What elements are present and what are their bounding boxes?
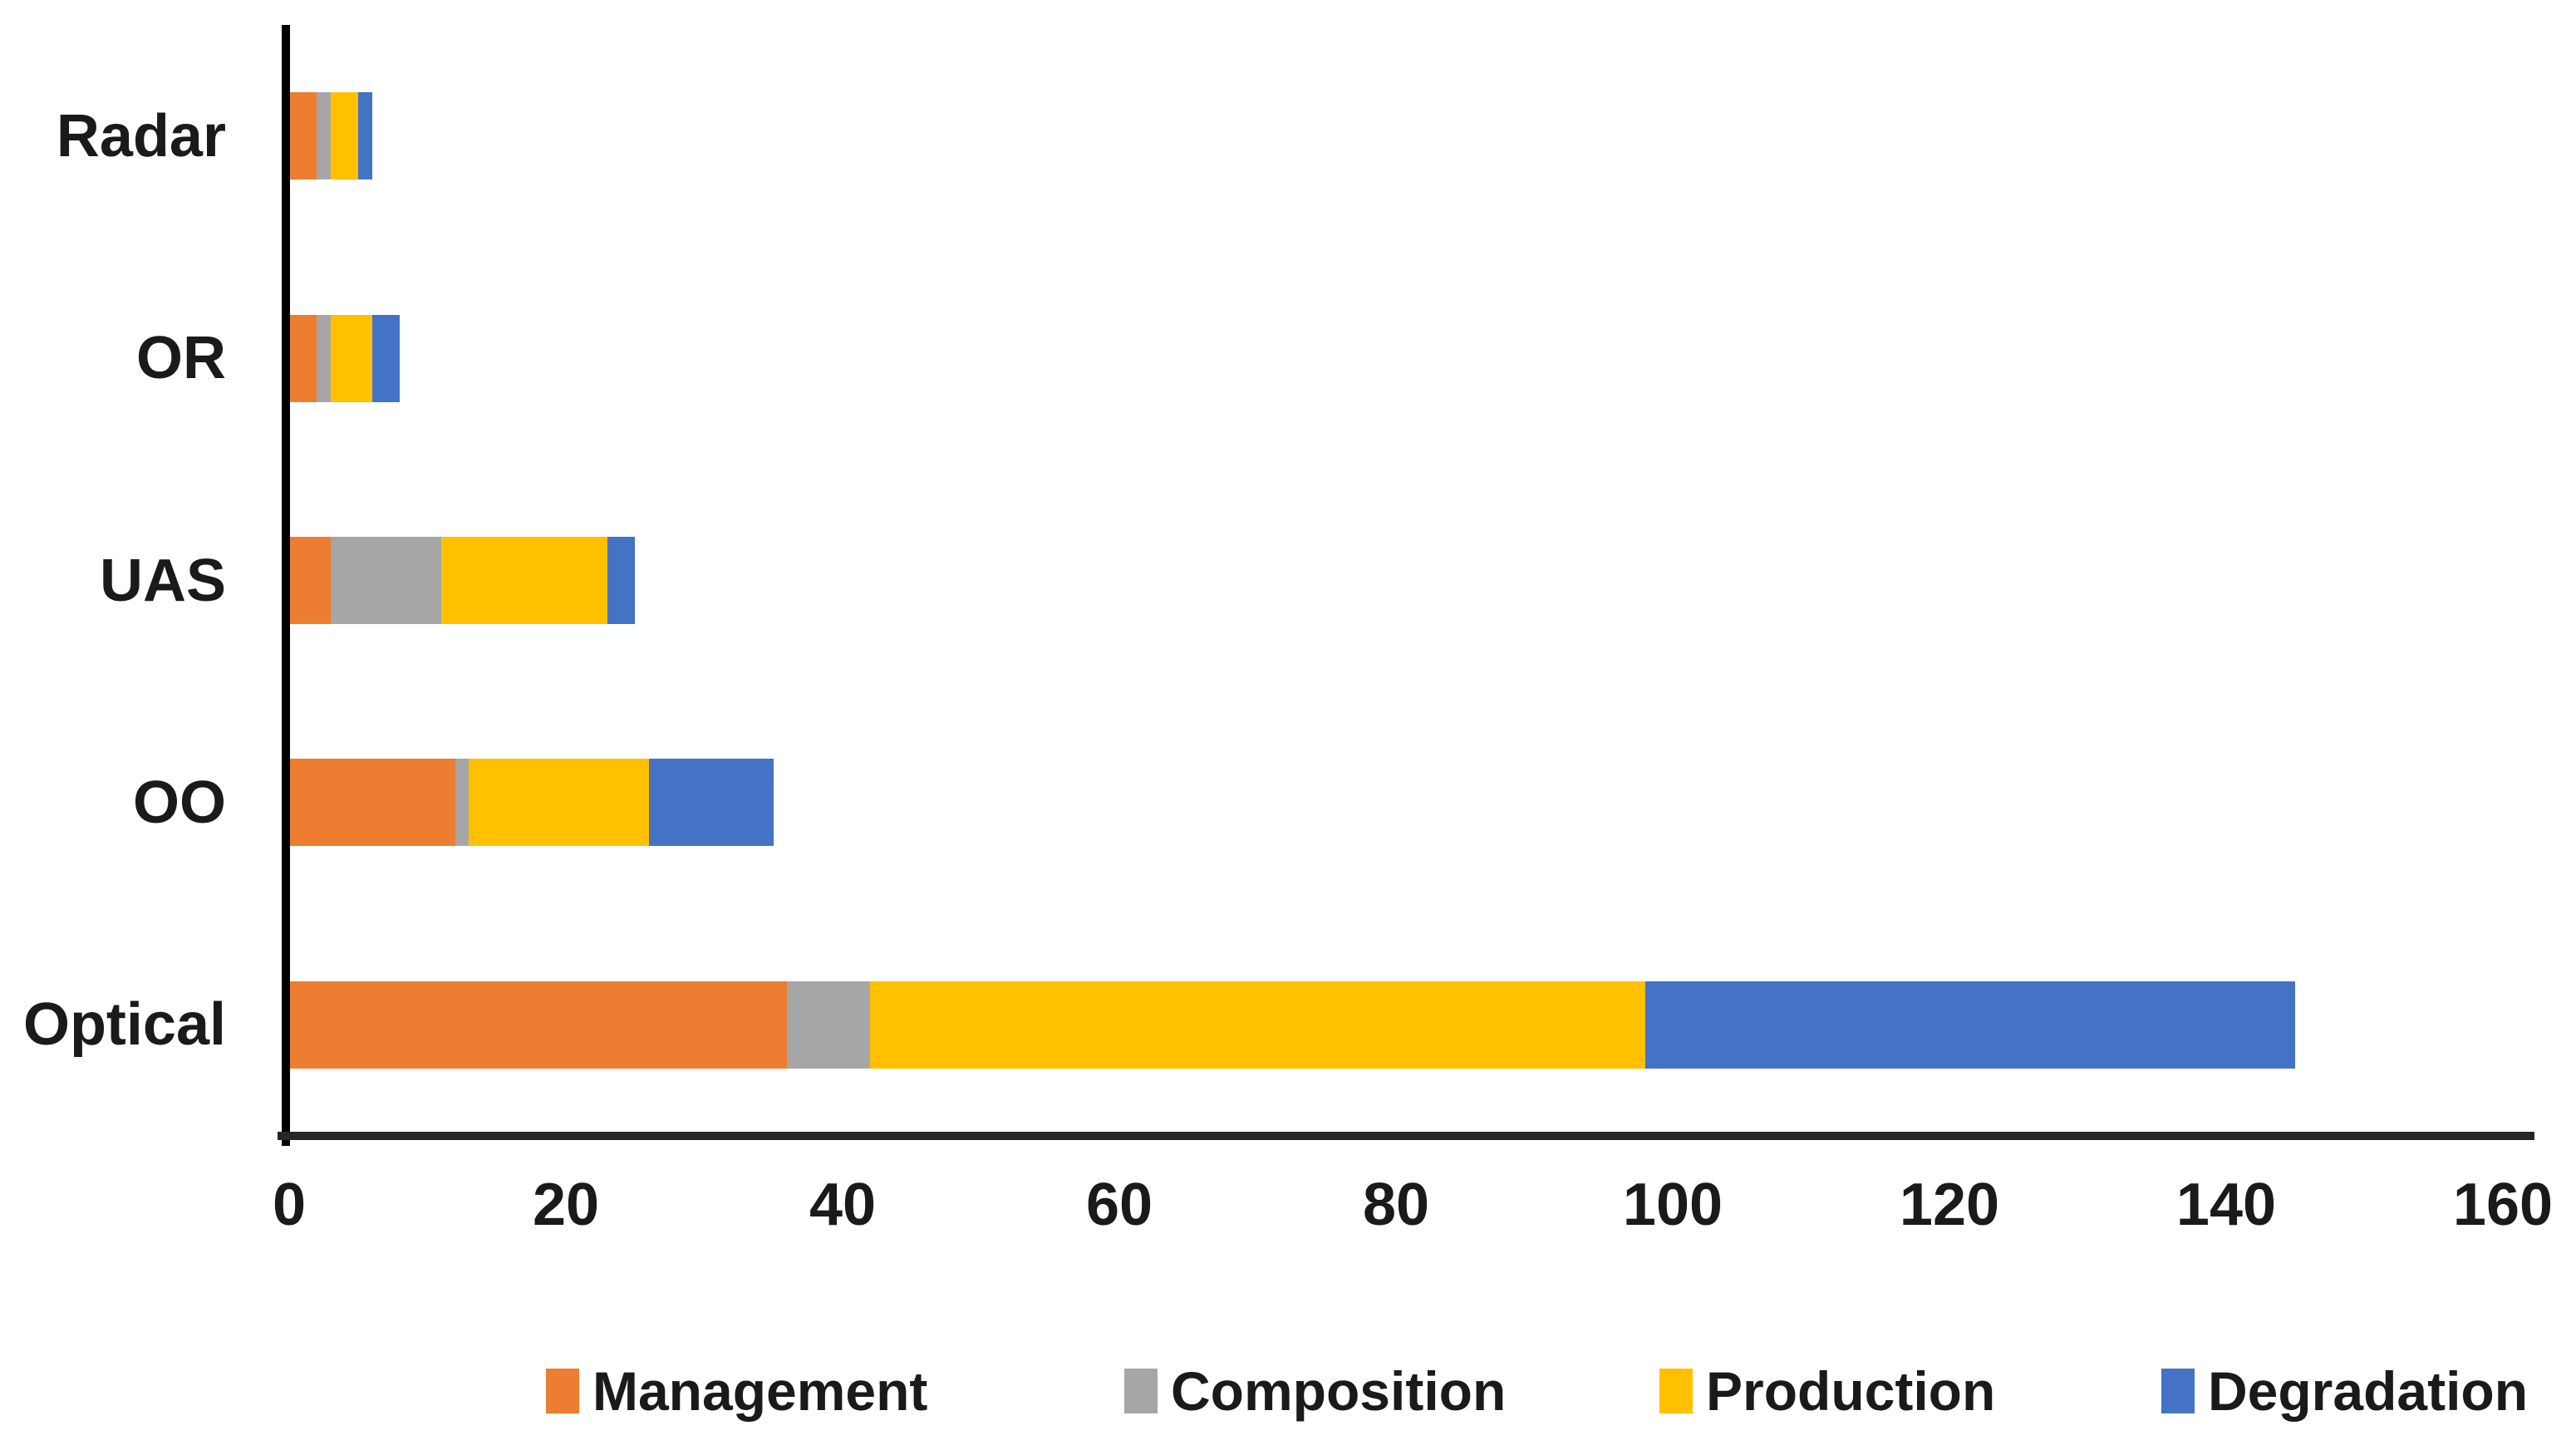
x-axis-tick-label-40: 40 <box>809 1172 877 1238</box>
bar-segment-degradation-uas[interactable] <box>607 537 636 624</box>
bar-segment-production-optical[interactable] <box>870 981 1645 1069</box>
y-axis-label-radar: Radar <box>56 102 226 170</box>
x-axis-tick-label-80: 80 <box>1362 1172 1430 1238</box>
bar-segment-composition-oo[interactable] <box>455 759 469 847</box>
bar-segment-production-or[interactable] <box>330 314 372 402</box>
x-axis-tick-label-100: 100 <box>1622 1172 1723 1238</box>
bar-segment-management-optical[interactable] <box>289 981 788 1069</box>
legend-label-management: Management <box>592 1360 928 1422</box>
bar-segment-composition-optical[interactable] <box>787 981 871 1069</box>
legend-swatch-degradation <box>2161 1369 2195 1413</box>
bar-segment-production-radar[interactable] <box>330 92 359 180</box>
legend-item-production[interactable]: Production <box>1659 1353 1995 1429</box>
bar-segment-management-or[interactable] <box>289 314 317 402</box>
bar-segment-degradation-or[interactable] <box>371 314 401 402</box>
x-axis-tick-label-140: 140 <box>2175 1172 2277 1238</box>
x-axis-tick-label-20: 20 <box>532 1172 600 1238</box>
bar-segment-degradation-oo[interactable] <box>648 759 774 847</box>
bar-segment-production-oo[interactable] <box>469 759 649 847</box>
bar-segment-degradation-optical[interactable] <box>1644 981 2296 1069</box>
bar-row-or <box>289 314 401 402</box>
bar-segment-management-oo[interactable] <box>289 759 455 847</box>
bar-row-uas <box>289 537 636 624</box>
bar-segment-management-uas[interactable] <box>289 537 331 624</box>
bar-segment-composition-radar[interactable] <box>317 92 331 180</box>
legend-swatch-management <box>546 1369 579 1413</box>
bar-segment-degradation-radar[interactable] <box>358 92 372 180</box>
y-axis-label-or: OR <box>136 325 226 392</box>
x-axis-tick-label-60: 60 <box>1085 1172 1153 1238</box>
bar-segment-composition-uas[interactable] <box>330 537 442 624</box>
y-axis-label-uas: UAS <box>99 547 226 614</box>
bar-segment-production-uas[interactable] <box>441 537 607 624</box>
legend-swatch-production <box>1659 1369 1693 1413</box>
legend-item-management[interactable]: Management <box>546 1353 927 1429</box>
legend-swatch-composition <box>1124 1369 1158 1413</box>
y-axis-line <box>282 25 290 1146</box>
legend-label-composition: Composition <box>1171 1360 1507 1422</box>
bar-segment-composition-or[interactable] <box>317 314 331 402</box>
bar-row-radar <box>289 92 372 180</box>
legend-label-degradation: Degradation <box>2208 1360 2529 1422</box>
x-axis-tick-label-0: 0 <box>272 1172 307 1238</box>
y-axis-label-optical: Optical <box>22 991 226 1059</box>
legend-item-composition[interactable]: Composition <box>1124 1353 1506 1429</box>
bar-row-oo <box>289 759 774 847</box>
x-axis-line <box>278 1132 2534 1140</box>
bar-row-optical <box>289 981 2296 1069</box>
x-axis-tick-label-120: 120 <box>1899 1172 2000 1238</box>
legend-label-production: Production <box>1706 1360 1996 1422</box>
legend-item-degradation[interactable]: Degradation <box>2161 1353 2528 1429</box>
x-axis-tick-label-160: 160 <box>2452 1172 2554 1238</box>
y-axis-label-oo: OO <box>132 769 226 836</box>
bar-segment-management-radar[interactable] <box>289 92 317 180</box>
